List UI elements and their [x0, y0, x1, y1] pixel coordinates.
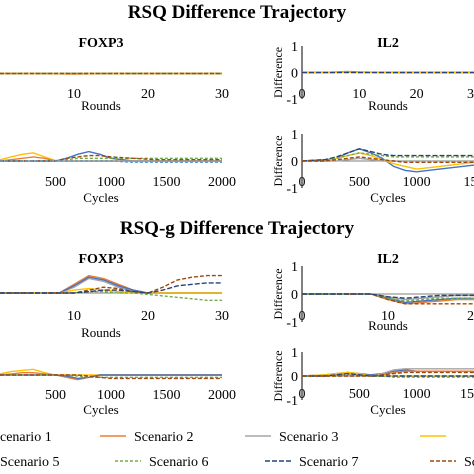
y-tick-label: -1	[286, 316, 298, 331]
legend-item-s7: Scenario 7	[265, 455, 358, 470]
y-tick-label: 0	[291, 370, 298, 385]
series-line-s4	[0, 287, 222, 294]
chart-panel-6: 10-1Difference01020IL2Rounds	[271, 252, 474, 333]
x-tick-label: 500	[349, 175, 370, 190]
y-axis-label: Difference	[271, 47, 285, 98]
x-tick-label: 0	[299, 175, 306, 190]
legend-item-s6: Scenario 6	[115, 455, 208, 470]
series-line-s8	[0, 374, 222, 380]
x-tick-label: 0	[299, 387, 306, 402]
y-tick-label: 1	[291, 260, 298, 275]
legend-label: Scenario 2	[134, 430, 193, 445]
chart-panel-4: 10-1Difference05001000150Cycles	[271, 128, 474, 205]
x-tick-label: 1500	[460, 387, 474, 402]
y-tick-label: 1	[291, 346, 298, 361]
x-tick-label: 2000	[208, 388, 236, 403]
x-axis-label: Rounds	[81, 98, 121, 113]
x-tick-label: 1000	[97, 175, 125, 190]
legend-item-s1: cenario 1	[0, 430, 52, 445]
section-title-rsq-g: RSQ-g Difference Trajectory	[120, 218, 355, 239]
series-line-s6	[0, 290, 222, 301]
x-tick-label: 10	[67, 87, 81, 102]
panel-title: IL2	[377, 252, 399, 267]
legend-label: Scenario 3	[279, 430, 338, 445]
y-axis-label: Difference	[271, 350, 285, 401]
legend-item-s2: Scenario 2	[100, 430, 193, 445]
y-tick-label: -1	[286, 182, 298, 197]
legend-label: cenario 1	[0, 430, 52, 445]
x-axis-label: Cycles	[83, 402, 118, 417]
x-tick-label: 1500	[153, 388, 181, 403]
series-line-s7	[302, 372, 474, 377]
x-tick-label: 1000	[403, 175, 431, 190]
series-line-s7	[0, 282, 222, 294]
section-title-rsq: RSQ Difference Trajectory	[128, 2, 347, 23]
x-tick-label: 10	[67, 309, 81, 324]
y-tick-label: 0	[291, 155, 298, 170]
x-axis-label: Cycles	[83, 190, 118, 205]
x-tick-label: 500	[45, 175, 66, 190]
x-tick-label: 30	[215, 87, 229, 102]
panel-title: FOXP3	[78, 252, 123, 267]
x-tick-label: 30	[467, 87, 474, 102]
legend-label: Scenario 6	[149, 455, 208, 470]
x-tick-label: 0	[299, 309, 306, 324]
x-tick-label: 20	[410, 87, 424, 102]
x-tick-label: 150	[464, 175, 474, 190]
chart-panel-7: 500 1000 1500 2000 Cycles	[0, 368, 236, 417]
legend: cenario 1 Scenario 2 Scenario 3 Scenario 5 S…	[0, 430, 474, 470]
chart-panel-8: 10-1Difference050010001500Cycles	[271, 346, 474, 417]
series-line-s3	[302, 157, 474, 162]
x-tick-label: 20	[141, 309, 155, 324]
x-tick-label: 2000	[208, 175, 236, 190]
x-axis-label: Rounds	[81, 325, 121, 340]
panel-title: FOXP3	[78, 36, 123, 51]
x-axis-label: Cycles	[370, 402, 405, 417]
series-line-s8	[302, 371, 474, 377]
x-tick-label: 10	[352, 87, 366, 102]
series-line-s8	[302, 156, 474, 164]
x-tick-label: 10	[381, 309, 395, 324]
x-tick-label: 0	[299, 87, 306, 102]
x-tick-label: 1000	[403, 387, 431, 402]
y-axis-label: Difference	[271, 268, 285, 319]
chart-panel-5: 10 20 30 FOXP3 Rounds	[0, 252, 229, 340]
x-tick-label: 20	[467, 309, 474, 324]
x-tick-label: 1500	[153, 175, 181, 190]
series-line-s6	[301, 152, 474, 162]
series-line-s7	[302, 293, 474, 299]
x-axis-label: Rounds	[368, 98, 408, 113]
series-line-s5	[0, 160, 222, 164]
x-axis-label: Rounds	[368, 318, 408, 333]
chart-panel-2: 10-1Difference0102030IL2Rounds	[271, 36, 474, 113]
y-tick-label: 0	[291, 288, 298, 303]
legend-label: Scenario 7	[299, 455, 358, 470]
chart-panel-1: 10 20 30 FOXP3 Rounds	[0, 36, 229, 113]
legend-item-s3: Scenario 3	[245, 430, 338, 445]
x-axis-label: Cycles	[370, 190, 405, 205]
x-tick-label: 20	[141, 87, 155, 102]
y-tick-label: 0	[291, 67, 298, 82]
legend-label: Scenario 8	[464, 455, 474, 470]
legend-label: Scenario 5	[0, 455, 59, 470]
y-tick-label: -1	[286, 93, 298, 108]
y-tick-label: 1	[291, 128, 298, 143]
chart-panels: 102030FOXP3Rounds10-1Difference0102030IL…	[0, 36, 474, 417]
y-tick-label: -1	[286, 394, 298, 409]
panel-title: IL2	[377, 36, 399, 51]
x-tick-label: 30	[215, 309, 229, 324]
legend-item-s8: Scenario 8	[430, 455, 474, 470]
x-tick-label: 500	[349, 387, 370, 402]
y-axis-label: Difference	[271, 135, 285, 186]
y-tick-label: 1	[291, 40, 298, 55]
x-tick-label: 1000	[97, 388, 125, 403]
series-line-s7	[301, 148, 474, 162]
x-tick-label: 500	[45, 388, 66, 403]
chart-panel-3: 500 1000 1500 2000 Cycles	[0, 150, 236, 205]
series-line-s3	[302, 368, 474, 377]
legend-item-s5: Scenario 5	[0, 455, 59, 470]
